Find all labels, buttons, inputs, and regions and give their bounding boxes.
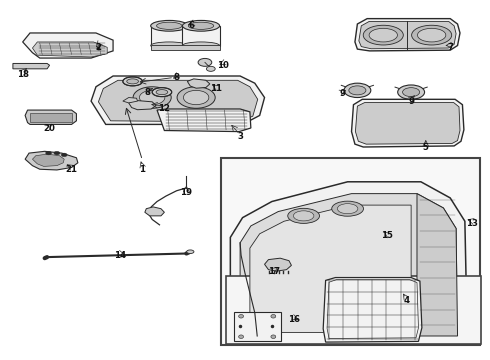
Ellipse shape	[337, 204, 358, 214]
Text: 6: 6	[188, 21, 194, 30]
Polygon shape	[359, 22, 456, 49]
Polygon shape	[32, 42, 107, 57]
Polygon shape	[25, 110, 76, 125]
Polygon shape	[145, 207, 164, 216]
Text: 2: 2	[96, 43, 101, 52]
Polygon shape	[323, 278, 422, 342]
Text: 3: 3	[237, 132, 243, 141]
Ellipse shape	[271, 335, 276, 338]
Polygon shape	[13, 63, 49, 69]
Text: 14: 14	[114, 251, 126, 260]
Text: 20: 20	[44, 123, 55, 132]
Polygon shape	[32, 154, 64, 166]
Ellipse shape	[403, 87, 419, 96]
Ellipse shape	[288, 208, 319, 224]
Text: 9: 9	[408, 96, 414, 105]
Text: 13: 13	[466, 219, 478, 228]
Polygon shape	[98, 80, 258, 122]
Bar	[220, 158, 480, 345]
Polygon shape	[91, 76, 265, 125]
Polygon shape	[230, 182, 467, 339]
Text: 12: 12	[158, 104, 171, 113]
Polygon shape	[240, 194, 458, 336]
Ellipse shape	[151, 42, 188, 49]
Ellipse shape	[54, 151, 60, 155]
Polygon shape	[151, 45, 220, 50]
Ellipse shape	[239, 335, 244, 338]
Text: 5: 5	[423, 143, 429, 152]
Ellipse shape	[46, 151, 51, 155]
Ellipse shape	[187, 250, 194, 253]
Ellipse shape	[152, 87, 171, 96]
Polygon shape	[250, 205, 411, 332]
Polygon shape	[417, 194, 458, 336]
Ellipse shape	[157, 22, 182, 30]
Bar	[30, 113, 72, 122]
Ellipse shape	[271, 315, 276, 318]
Ellipse shape	[127, 79, 139, 84]
Ellipse shape	[206, 66, 215, 71]
Ellipse shape	[398, 85, 424, 99]
Text: 21: 21	[66, 165, 77, 174]
Ellipse shape	[156, 90, 168, 95]
Ellipse shape	[239, 315, 244, 318]
Polygon shape	[23, 33, 113, 58]
Polygon shape	[265, 258, 292, 271]
Polygon shape	[129, 100, 156, 110]
Text: 8: 8	[173, 73, 180, 82]
Polygon shape	[182, 26, 220, 45]
Text: 8: 8	[144, 87, 150, 96]
Ellipse shape	[151, 21, 188, 31]
Text: 17: 17	[268, 267, 280, 276]
Ellipse shape	[344, 83, 371, 98]
Text: 1: 1	[139, 165, 146, 174]
Polygon shape	[355, 103, 460, 144]
Ellipse shape	[182, 21, 220, 31]
Ellipse shape	[412, 25, 452, 45]
Polygon shape	[187, 79, 210, 88]
Ellipse shape	[123, 77, 143, 86]
Text: 18: 18	[17, 70, 29, 79]
Polygon shape	[123, 98, 138, 103]
Text: 15: 15	[381, 231, 392, 240]
Ellipse shape	[369, 28, 397, 42]
Ellipse shape	[417, 28, 446, 42]
Polygon shape	[151, 26, 188, 45]
Ellipse shape	[133, 87, 171, 108]
Ellipse shape	[182, 42, 220, 49]
Polygon shape	[157, 109, 251, 132]
Text: 10: 10	[217, 61, 229, 70]
Ellipse shape	[363, 25, 403, 45]
Ellipse shape	[177, 87, 215, 108]
Polygon shape	[25, 151, 78, 170]
Bar	[234, 312, 281, 341]
Text: 11: 11	[210, 84, 221, 93]
Ellipse shape	[294, 211, 314, 221]
Text: 9: 9	[340, 89, 346, 98]
Ellipse shape	[198, 58, 212, 66]
Ellipse shape	[332, 201, 364, 216]
Ellipse shape	[188, 22, 214, 30]
Text: 19: 19	[180, 188, 193, 197]
Text: 16: 16	[288, 315, 300, 324]
Polygon shape	[351, 99, 464, 147]
Polygon shape	[355, 19, 460, 51]
Text: 7: 7	[447, 43, 453, 52]
Bar	[226, 276, 481, 344]
Text: 4: 4	[403, 296, 409, 305]
Ellipse shape	[61, 153, 67, 157]
Ellipse shape	[183, 90, 209, 105]
Ellipse shape	[349, 86, 366, 95]
Ellipse shape	[140, 90, 165, 105]
